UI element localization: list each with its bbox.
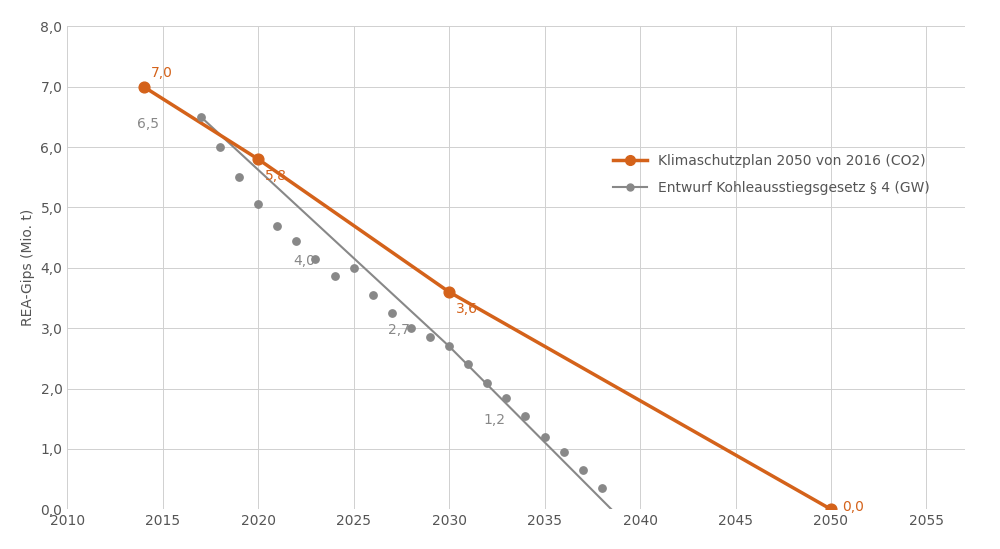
Y-axis label: REA-Gips (Mio. t): REA-Gips (Mio. t)	[21, 209, 35, 327]
Point	[460, 360, 476, 369]
Point	[327, 271, 343, 280]
Text: 5,8: 5,8	[265, 169, 287, 183]
Point	[422, 333, 438, 341]
Text: 3,6: 3,6	[456, 301, 478, 316]
Point	[384, 309, 400, 317]
Point	[403, 324, 419, 333]
Text: 4,0: 4,0	[293, 254, 315, 268]
Text: 2,7: 2,7	[388, 323, 410, 337]
Point	[269, 221, 285, 230]
Point	[231, 173, 247, 182]
Point	[441, 342, 457, 351]
Point	[479, 378, 495, 387]
Point	[346, 264, 362, 272]
Point	[288, 236, 304, 245]
Point	[250, 200, 266, 209]
Point	[537, 433, 553, 441]
Point	[575, 466, 591, 474]
Text: 1,2: 1,2	[484, 413, 506, 427]
Point	[250, 155, 266, 164]
Point	[441, 288, 457, 296]
Point	[193, 113, 209, 121]
Text: 7,0: 7,0	[151, 66, 172, 80]
Point	[498, 393, 514, 402]
Legend: Klimaschutzplan 2050 von 2016 (CO2), Entwurf Kohleausstiegsgesetz § 4 (GW): Klimaschutzplan 2050 von 2016 (CO2), Ent…	[613, 154, 930, 194]
Point	[365, 290, 381, 299]
Point	[307, 254, 323, 263]
Point	[136, 82, 152, 91]
Point	[556, 447, 572, 456]
Text: 0,0: 0,0	[842, 500, 864, 513]
Point	[212, 143, 228, 152]
Text: 6,5: 6,5	[137, 117, 159, 131]
Point	[594, 484, 610, 492]
Point	[823, 505, 839, 514]
Point	[517, 411, 533, 420]
